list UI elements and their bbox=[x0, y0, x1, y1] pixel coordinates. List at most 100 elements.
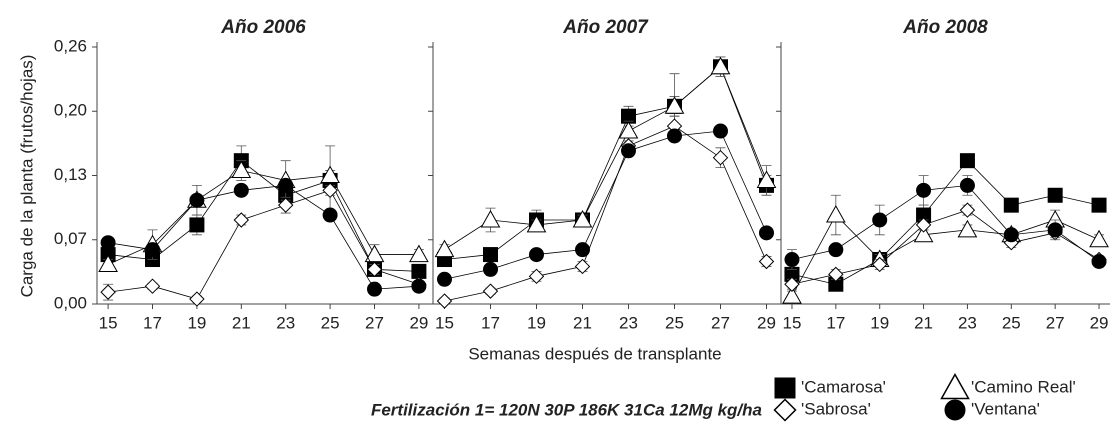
x-tick-label: 21 bbox=[914, 313, 933, 332]
series-line bbox=[791, 209, 1100, 285]
point bbox=[1003, 197, 1019, 213]
point bbox=[758, 253, 775, 270]
y-axis-label: Carga de la planta (frutos/hojas) bbox=[17, 55, 36, 298]
legend-label: 'Sabrosa' bbox=[801, 399, 871, 418]
point bbox=[959, 153, 975, 169]
x-tick-label: 21 bbox=[573, 313, 592, 332]
point bbox=[367, 281, 382, 297]
point bbox=[144, 278, 161, 294]
legend-label: 'Camino Real' bbox=[971, 377, 1076, 396]
point bbox=[710, 56, 731, 75]
point bbox=[189, 192, 205, 208]
point bbox=[526, 214, 547, 233]
x-tick-label: 29 bbox=[1090, 313, 1109, 332]
point bbox=[480, 209, 501, 228]
point bbox=[483, 261, 498, 277]
point bbox=[100, 284, 116, 300]
point bbox=[233, 212, 250, 228]
x-tick-label: 19 bbox=[870, 313, 889, 332]
x-tick-label: 17 bbox=[826, 313, 845, 332]
point bbox=[100, 235, 116, 251]
point bbox=[828, 242, 844, 258]
point bbox=[434, 239, 455, 258]
point bbox=[189, 291, 205, 307]
point bbox=[528, 268, 545, 285]
point bbox=[1089, 229, 1109, 248]
x-tick-label: 27 bbox=[365, 313, 384, 332]
legend-label: 'Camarosa' bbox=[801, 377, 886, 396]
point bbox=[411, 263, 427, 279]
point bbox=[436, 293, 453, 309]
point bbox=[322, 182, 338, 199]
series-line bbox=[108, 189, 420, 300]
series-line bbox=[108, 184, 419, 290]
panel-title: Año 2007 bbox=[562, 17, 649, 38]
x-tick-label: 29 bbox=[409, 313, 428, 332]
point bbox=[1047, 187, 1063, 203]
legend-marker bbox=[773, 398, 797, 422]
x-tick-label: 27 bbox=[711, 313, 730, 332]
x-tick-label: 29 bbox=[757, 313, 776, 332]
y-tick-label: 0,13 bbox=[54, 165, 87, 184]
point bbox=[664, 96, 685, 114]
point bbox=[572, 209, 593, 228]
point bbox=[231, 160, 252, 179]
point bbox=[782, 286, 802, 304]
point bbox=[1047, 222, 1063, 238]
x-tick-label: 25 bbox=[1002, 313, 1021, 332]
point bbox=[278, 177, 294, 193]
x-tick-label: 19 bbox=[527, 313, 546, 332]
x-tick-label: 23 bbox=[958, 313, 977, 332]
point bbox=[957, 219, 978, 238]
point bbox=[189, 217, 205, 233]
point bbox=[411, 278, 427, 294]
series-line bbox=[107, 170, 419, 265]
point bbox=[409, 244, 429, 263]
point bbox=[784, 276, 800, 292]
point bbox=[483, 247, 498, 263]
legend-marker bbox=[774, 377, 796, 399]
point bbox=[1091, 197, 1107, 213]
point bbox=[366, 261, 383, 278]
y-tick-label: 0,26 bbox=[54, 36, 87, 55]
point bbox=[437, 271, 452, 287]
point bbox=[618, 120, 639, 139]
point bbox=[713, 123, 728, 139]
point bbox=[145, 242, 160, 258]
point bbox=[482, 283, 499, 299]
panel-title: Año 2008 bbox=[902, 17, 988, 38]
point bbox=[277, 197, 294, 213]
point bbox=[756, 170, 777, 188]
point bbox=[575, 242, 590, 258]
x-tick-label: 15 bbox=[783, 313, 802, 332]
point bbox=[828, 266, 844, 283]
point bbox=[322, 207, 338, 223]
x-tick-label: 23 bbox=[276, 313, 295, 332]
point bbox=[872, 212, 888, 228]
series-line bbox=[444, 66, 767, 260]
y-tick-label: 0,20 bbox=[54, 101, 87, 120]
y-tick-label: 0,07 bbox=[54, 229, 87, 248]
legend-marker bbox=[940, 372, 970, 400]
x-tick-label: 15 bbox=[99, 313, 118, 332]
x-tick-label: 19 bbox=[187, 313, 206, 332]
legend-marker bbox=[944, 399, 966, 421]
point bbox=[712, 150, 729, 166]
note: Fertilización 1= 120N 30P 186K 31Ca 12Mg… bbox=[371, 400, 762, 419]
x-tick-label: 23 bbox=[619, 313, 638, 332]
point bbox=[959, 177, 975, 193]
point bbox=[98, 254, 118, 272]
panel-title: Año 2006 bbox=[220, 17, 306, 38]
point bbox=[529, 247, 544, 263]
point bbox=[574, 258, 591, 275]
x-tick-label: 17 bbox=[143, 313, 162, 332]
point bbox=[1091, 253, 1107, 269]
point bbox=[913, 224, 934, 243]
y-tick-label: 0,00 bbox=[54, 293, 87, 312]
x-tick-label: 15 bbox=[435, 313, 454, 332]
point bbox=[621, 143, 636, 159]
x-tick-label: 17 bbox=[481, 313, 500, 332]
series-line bbox=[444, 130, 767, 280]
point bbox=[825, 205, 846, 223]
